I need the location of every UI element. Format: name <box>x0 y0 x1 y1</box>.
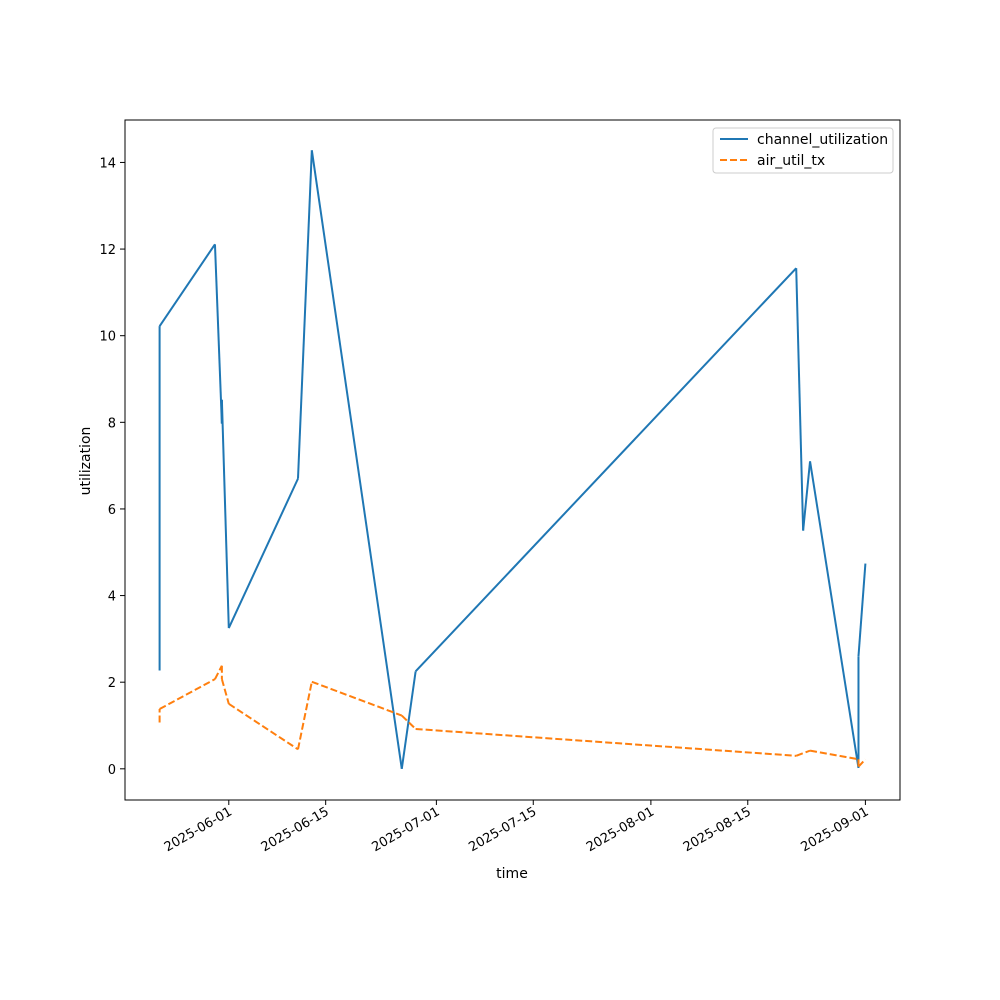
channel-utilization-segment <box>400 671 417 769</box>
x-tick-label: 2025-08-15 <box>681 804 754 855</box>
air-util-tx-segment <box>297 681 313 750</box>
channel-utilization-segment <box>857 563 867 657</box>
channel-utilization-segment <box>227 478 299 629</box>
y-tick-label: 2 <box>108 676 116 691</box>
channel-utilization-segment <box>809 461 860 769</box>
legend: channel_utilization air_util_tx <box>712 127 894 174</box>
y-axis-label: utilization <box>78 427 94 496</box>
channel-utilization-segment <box>310 150 403 769</box>
legend-label-channel-utilization: channel_utilization <box>757 132 888 148</box>
y-axis: 0 2 4 6 8 10 12 14 <box>99 156 125 778</box>
channel-utilization-segment <box>296 150 313 479</box>
x-tick-label: 2025-07-01 <box>369 804 442 855</box>
air-util-tx-segment <box>415 727 797 757</box>
air-util-tx-segment <box>159 678 216 710</box>
y-tick-label: 14 <box>99 156 116 171</box>
y-tick-label: 10 <box>99 330 116 345</box>
channel-utilization-segment <box>220 399 230 629</box>
air-util-tx-segment <box>220 678 230 705</box>
x-axis: 2025-06-01 2025-06-15 2025-07-01 2025-07-15… <box>162 800 871 855</box>
x-tick-label: 2025-06-01 <box>162 804 235 855</box>
air-util-tx-segment <box>809 749 859 761</box>
series-air-util-tx <box>158 665 867 768</box>
legend-box <box>712 127 894 174</box>
x-tick-label: 2025-09-01 <box>798 804 871 855</box>
channel-utilization-segment <box>802 461 812 531</box>
x-tick-label: 2025-08-01 <box>584 804 657 855</box>
y-tick-label: 4 <box>108 590 116 605</box>
air-util-tx-segment <box>311 680 403 717</box>
air-util-tx-segment <box>228 703 299 751</box>
y-tick-label: 6 <box>108 503 116 518</box>
air-util-tx-segment <box>214 665 223 680</box>
y-tick-label: 12 <box>99 243 116 258</box>
x-tick-label: 2025-07-15 <box>466 804 539 855</box>
plot-area <box>125 120 900 800</box>
x-axis-label: time <box>496 866 528 882</box>
x-tick-label: 2025-06-15 <box>259 804 332 855</box>
air-util-tx-segment <box>857 758 867 768</box>
air-util-tx-segment <box>795 749 811 757</box>
channel-utilization-segment <box>795 268 805 531</box>
channel-utilization-segment <box>158 243 216 327</box>
legend-label-air-util-tx: air_util_tx <box>757 153 825 169</box>
series-channel-utilization <box>158 150 867 769</box>
channel-utilization-segment <box>414 267 797 673</box>
y-tick-label: 0 <box>108 763 116 778</box>
y-tick-label: 8 <box>108 416 116 431</box>
channel-utilization-segment <box>213 244 223 424</box>
plot-frame <box>124 119 901 801</box>
air-util-tx-segment <box>401 714 417 730</box>
series-layer <box>158 150 867 769</box>
